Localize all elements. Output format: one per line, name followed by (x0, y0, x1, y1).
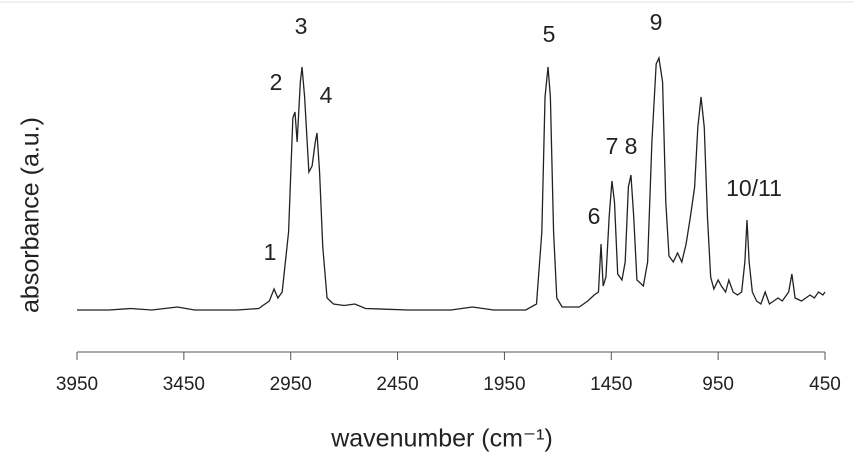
peak-label: 2 (270, 69, 283, 95)
peak-label: 7 (606, 133, 619, 159)
peak-label: 9 (650, 9, 663, 35)
peak-label: 3 (295, 13, 308, 39)
peak-label: 1 (264, 239, 277, 265)
peak-label: 10/11 (726, 175, 782, 201)
x-tick-label: 3950 (56, 374, 98, 395)
peak-label: 4 (320, 82, 333, 108)
peak-label: 8 (625, 133, 638, 159)
x-tick-label: 2950 (270, 374, 312, 395)
x-axis-title: wavenumber (cm⁻¹) (330, 425, 553, 453)
peak-label: 6 (588, 203, 601, 229)
x-tick-label: 1950 (483, 374, 525, 395)
x-tick-label: 2450 (376, 374, 418, 395)
x-tick-label: 950 (702, 374, 734, 395)
peak-label: 5 (543, 21, 556, 47)
x-tick-label: 3450 (163, 374, 205, 395)
y-axis-title: absorbance (a.u.) (17, 117, 45, 313)
x-tick-label: 450 (809, 374, 841, 395)
spectrum-line (77, 55, 826, 311)
x-tick-label: 1450 (590, 374, 632, 395)
